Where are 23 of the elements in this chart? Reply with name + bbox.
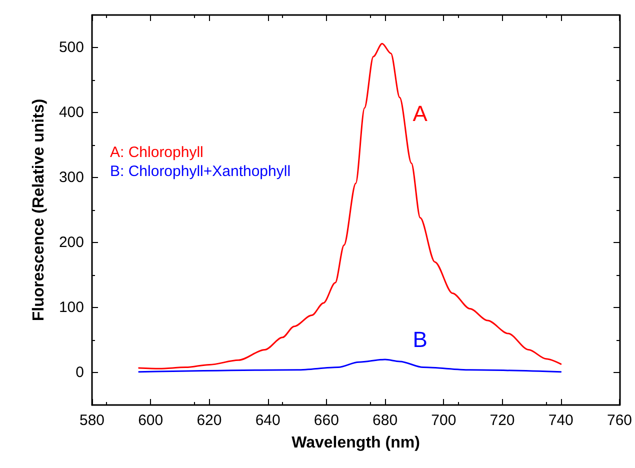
x-tick-label: 700	[431, 412, 456, 429]
x-tick-label: 740	[548, 412, 574, 429]
y-tick-label: 500	[58, 39, 84, 56]
x-tick-label: 760	[606, 412, 632, 429]
x-tick-label: 660	[314, 412, 339, 429]
annotation: A	[412, 101, 428, 126]
y-tick-label: 400	[58, 104, 84, 121]
x-axis-title: Wavelength (nm)	[292, 434, 420, 452]
annotation: B	[412, 327, 428, 352]
x-tick-label: 640	[255, 412, 280, 429]
y-tick-label: 100	[58, 299, 84, 316]
x-tick-label: 600	[138, 412, 164, 429]
line-series	[138, 358, 562, 373]
x-tick-label: 580	[79, 412, 105, 429]
text: B: Chlorophyll+Xanthophyll	[110, 163, 291, 180]
x-tick-label: 720	[490, 412, 515, 429]
y-axis-title: Fluorescence (Relative units)	[30, 98, 48, 322]
x-tick-label: 680	[372, 412, 398, 429]
y-tick-label: 0	[76, 364, 84, 381]
y-tick-label: 200	[58, 234, 84, 251]
y-tick-label: 300	[58, 169, 84, 186]
text: A: Chlorophyll	[110, 144, 204, 161]
x-tick-label: 620	[196, 412, 222, 429]
